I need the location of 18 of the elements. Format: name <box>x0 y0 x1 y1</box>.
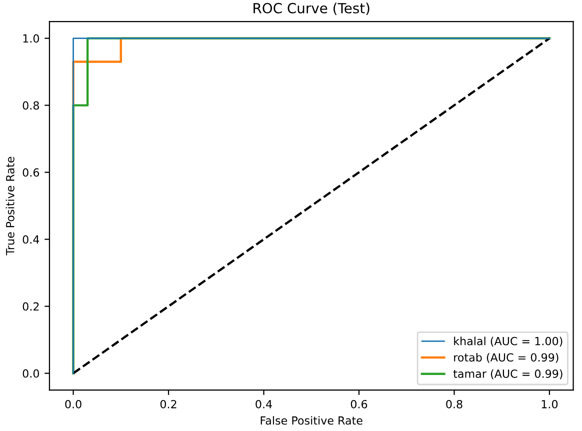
legend-label: khalal (AUC = 1.00) <box>454 336 562 347</box>
x-axis-title: False Positive Rate <box>260 416 362 425</box>
y-tick-label: 0.8 <box>22 101 39 110</box>
y-tick-label: 1.0 <box>23 34 40 43</box>
y-tick-label: 0.4 <box>22 235 40 244</box>
x-tick-label: 0.8 <box>446 400 462 408</box>
y-tick-label: 0.6 <box>22 168 40 177</box>
x-tick-label: 0.0 <box>65 400 82 408</box>
legend-label: rotab (AUC = 0.99) <box>454 352 558 363</box>
y-tick-label: 0.2 <box>22 302 39 311</box>
legend-label: tamar (AUC = 0.99) <box>453 369 562 380</box>
x-tick-label: 0.6 <box>350 400 368 408</box>
y-axis-title: True Positive Rate <box>6 156 14 256</box>
x-tick-label: 0.2 <box>160 400 176 408</box>
y-tick-label: 0.0 <box>22 369 40 378</box>
x-tick-label: 0.4 <box>256 400 272 408</box>
chart-title: ROC Curve (Test) <box>254 2 370 16</box>
x-tick-label: 1.0 <box>542 400 558 408</box>
